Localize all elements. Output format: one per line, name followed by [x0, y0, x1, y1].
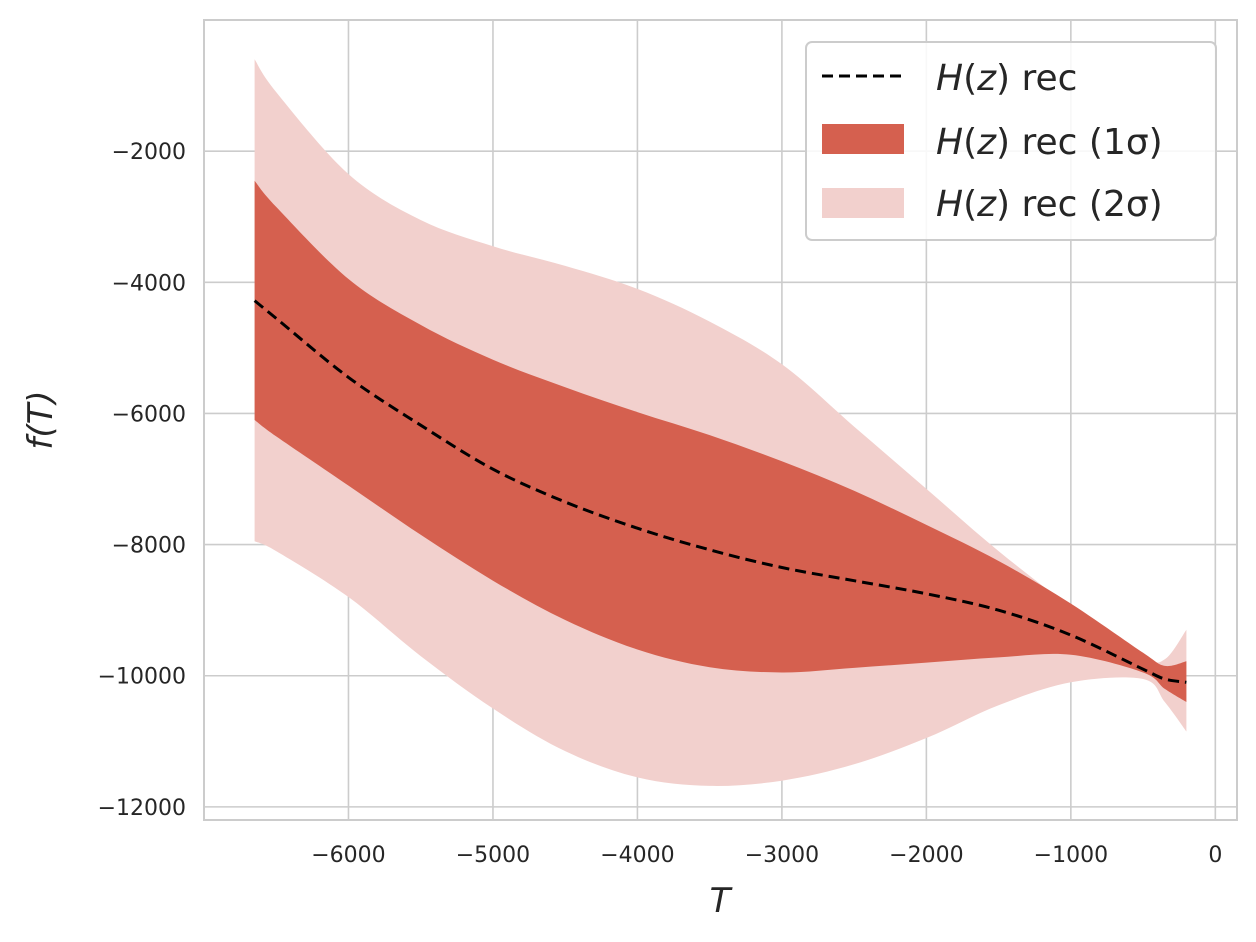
x-tick-label: −2000 — [889, 843, 963, 868]
legend: H(z) rec H(z) rec (1σ) H(z) rec (2σ) — [805, 41, 1217, 241]
y-tick-label: −10000 — [98, 665, 186, 690]
x-tick-label: −5000 — [456, 843, 530, 868]
y-axis-label: f(T) — [21, 390, 61, 449]
x-tick-label: −6000 — [311, 843, 385, 868]
legend-label-2sigma: H(z) rec (2σ) — [936, 184, 1163, 225]
y-tick-label: −2000 — [112, 140, 186, 165]
legend-label-1sigma: H(z) rec (1σ) — [936, 122, 1163, 163]
y-tick-label: −4000 — [112, 271, 186, 296]
plot-frame — [203, 19, 1238, 821]
y-tick-label: −12000 — [98, 796, 186, 821]
y-tick-label: −6000 — [112, 402, 186, 427]
x-tick-labels: −6000 −5000 −4000 −3000 −2000 −1000 0 — [311, 843, 1222, 868]
band-1sigma — [254, 180, 1187, 702]
x-tick-label: 0 — [1208, 843, 1222, 868]
x-tick-label: −4000 — [600, 843, 674, 868]
legend-1sigma-swatch — [822, 124, 904, 154]
reconstruction-line-layer — [253, 299, 1187, 684]
legend-label-rec: H(z) rec — [936, 58, 1077, 99]
x-axis-label: T — [710, 881, 733, 921]
band-1sigma-layer — [254, 180, 1187, 702]
reconstruction-line — [253, 299, 1187, 684]
y-tick-label: −8000 — [112, 534, 186, 559]
x-tick-label: −3000 — [745, 843, 819, 868]
x-tick-label: −1000 — [1034, 843, 1108, 868]
legend-2sigma-swatch — [822, 188, 904, 218]
legend-frame — [805, 41, 1217, 241]
y-tick-labels: −2000 −4000 −6000 −8000 −10000 −12000 — [98, 140, 186, 821]
